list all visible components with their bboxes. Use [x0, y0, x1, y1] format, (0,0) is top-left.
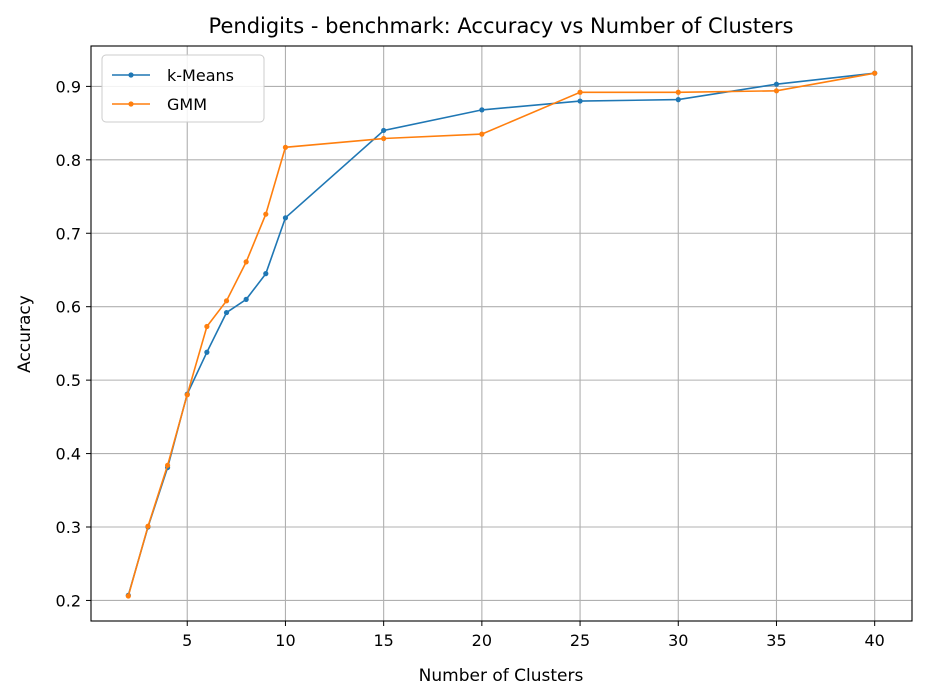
x-tick-label: 25: [570, 631, 590, 650]
data-point: [165, 462, 171, 468]
x-tick-label: 15: [373, 631, 393, 650]
x-axis-label: Number of Clusters: [419, 666, 584, 686]
y-tick-label: 0.5: [56, 371, 81, 390]
y-tick-label: 0.9: [56, 77, 81, 96]
legend-label: k-Means: [167, 66, 234, 85]
data-point: [204, 349, 210, 355]
data-point: [577, 89, 583, 95]
data-point: [381, 135, 387, 142]
data-point: [184, 392, 190, 398]
data-point: [577, 98, 583, 104]
data-point: [243, 259, 249, 265]
data-point: [773, 81, 780, 87]
x-tick-label: 35: [766, 631, 786, 650]
x-tick-label: 5: [182, 631, 192, 650]
x-tick-label: 30: [668, 631, 688, 650]
legend-marker: [128, 101, 134, 107]
axis-ticks: 5 10 15 20 25 30 35 40 0.2 0.3 0.4 0.5 0.6 0.7 0.8 0.9: [56, 77, 885, 650]
y-tick-label: 0.4: [56, 445, 81, 464]
data-point: [479, 107, 485, 113]
legend: k-Means GMM: [101, 54, 265, 123]
legend-box: [101, 54, 265, 123]
data-point: [675, 97, 681, 103]
data-point: [223, 309, 230, 316]
series-k-means: [125, 70, 878, 598]
legend-label: GMM: [167, 95, 207, 114]
plot-frame: [90, 45, 913, 622]
data-point: [125, 593, 131, 599]
x-tick-label: 10: [275, 631, 295, 650]
y-tick-label: 0.8: [56, 151, 81, 170]
data-point: [773, 88, 780, 94]
data-point: [223, 298, 230, 304]
series-gmm: [125, 70, 878, 599]
chart-title: Pendigits - benchmark: Accuracy vs Numbe…: [209, 14, 794, 38]
data-point: [282, 215, 289, 221]
y-tick-label: 0.3: [56, 518, 81, 537]
data-point: [872, 70, 878, 76]
series-layer: [125, 70, 878, 599]
data-point: [675, 89, 681, 95]
x-tick-label: 40: [865, 631, 885, 650]
data-point: [263, 271, 269, 277]
series-line: [127, 72, 875, 597]
y-tick-label: 0.7: [56, 224, 81, 243]
y-axis-label: Accuracy: [15, 295, 35, 373]
y-tick-label: 0.6: [56, 298, 81, 317]
data-point: [282, 144, 289, 150]
grid-lines: [91, 46, 912, 621]
data-point: [479, 131, 485, 137]
x-tick-label: 20: [472, 631, 492, 650]
y-tick-label: 0.2: [56, 591, 81, 610]
legend-marker: [128, 72, 134, 78]
data-point: [381, 127, 387, 134]
data-point: [243, 296, 249, 302]
data-point: [263, 211, 269, 217]
data-point: [204, 323, 210, 330]
series-line: [127, 72, 875, 596]
data-point: [145, 523, 151, 529]
